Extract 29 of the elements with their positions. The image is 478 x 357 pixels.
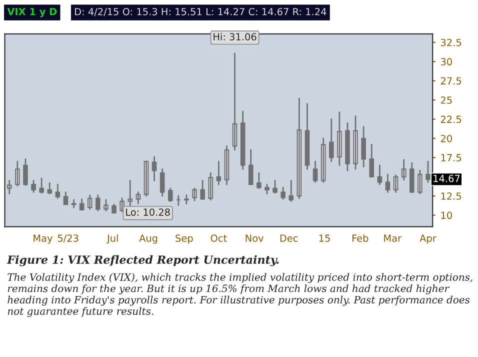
x-tick-label: 5/23 bbox=[58, 234, 78, 243]
text: D: 4/2/15 O: 15.3 H: 15.51 L: 14.27 C: 14.67 R: 1.24 bbox=[75, 8, 326, 16]
y-tick-label: 25 bbox=[440, 96, 452, 104]
y-tick-label: 27.5 bbox=[440, 77, 462, 85]
y-tick-label: 12.5 bbox=[441, 192, 462, 200]
text: VIX 1 y D bbox=[7, 8, 57, 18]
annotation: Lo: 10.28 bbox=[126, 208, 170, 216]
y-tick-label: 20 bbox=[440, 134, 452, 142]
y-tick-label: 22.5 bbox=[440, 116, 462, 123]
x-tick-label: Jul bbox=[106, 234, 118, 244]
x-tick-label: Apr bbox=[420, 234, 436, 244]
text: The Volatility Index (VIX), which tracks the implied volatility priced into short-term options, remains down for the year. But it is up 16.5% from March lows and had tracked higher heading into Friday's payrolls report. For illustrative purposes only. Past performance does not guarantee future results. bbox=[8, 273, 472, 317]
x-tick-label: 15 bbox=[319, 234, 330, 242]
x-tick-label: Mar bbox=[384, 234, 402, 242]
x-tick-label: Sep bbox=[176, 234, 193, 244]
y-tick-label: 17.5 bbox=[441, 154, 462, 162]
x-tick-label: Dec bbox=[280, 234, 298, 242]
y-tick-label: 30 bbox=[440, 58, 452, 66]
text: Figure 1: VIX Reflected Report Uncertainty. bbox=[6, 255, 279, 266]
x-tick-label: Aug bbox=[139, 234, 158, 244]
y-tick-label: 10 bbox=[441, 212, 452, 220]
y-tick-label: 32.5 bbox=[440, 38, 462, 46]
x-tick-label: Oct bbox=[210, 234, 227, 242]
x-tick-label: Feb bbox=[352, 234, 368, 242]
x-tick-label: May bbox=[34, 234, 52, 244]
x-tick-label: Nov bbox=[246, 234, 264, 242]
annotation: 14.67 bbox=[434, 174, 460, 182]
candlestick bbox=[264, 184, 270, 194]
annotation: Hi: 31.06 bbox=[214, 32, 256, 40]
